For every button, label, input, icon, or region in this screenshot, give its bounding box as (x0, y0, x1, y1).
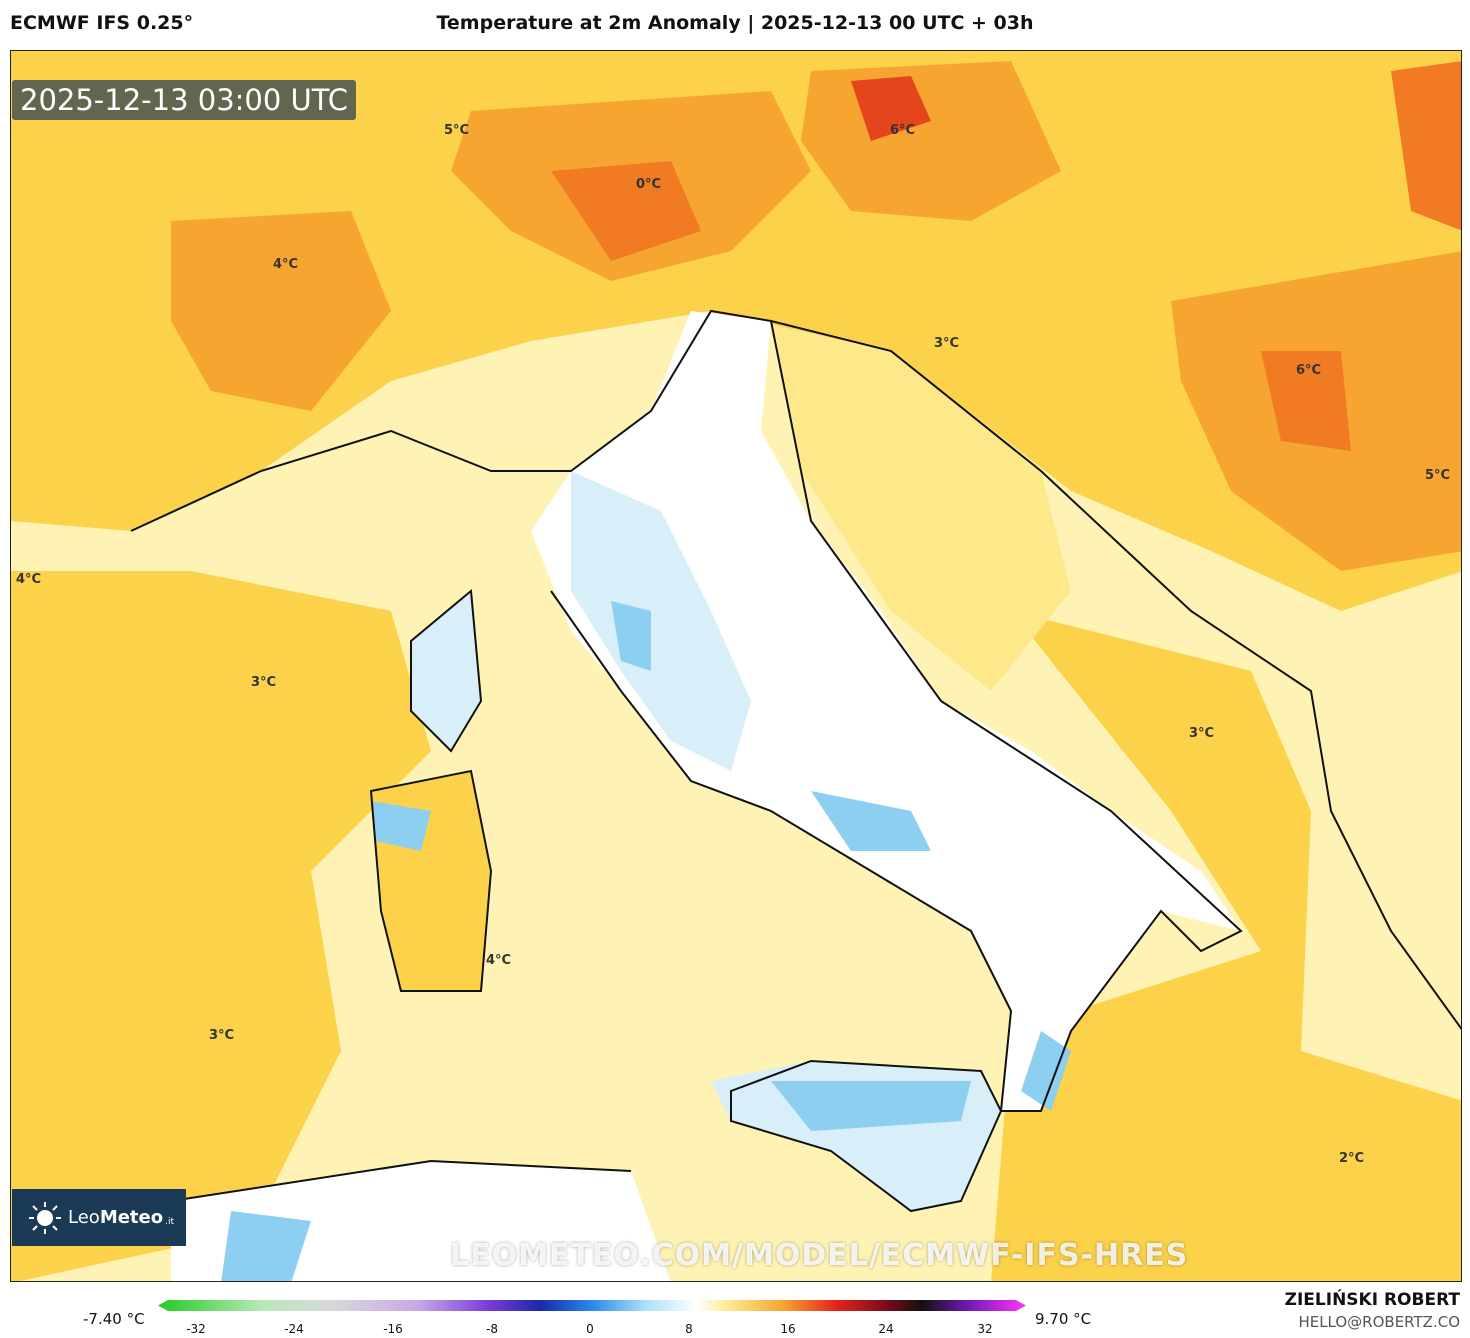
contour-label: 3°C (209, 1028, 235, 1043)
map-area[interactable] (10, 50, 1462, 1282)
contour-label: 4°C (273, 257, 299, 272)
cool-central-italy (571, 471, 751, 771)
logo-text: LeoMeteo (68, 1207, 164, 1228)
author-name: ZIELIŃSKI ROBERT (1284, 1290, 1460, 1310)
warm-core-ne (1391, 61, 1461, 231)
colorbar-max-label: 9.70 °C (1035, 1310, 1092, 1328)
colorbar-tick: -24 (284, 1322, 304, 1336)
hot-core-balkans (1261, 351, 1351, 451)
colorbar-ticks: -32 -24 -16 -8 0 8 16 24 32 (158, 1322, 1026, 1336)
sicily-coast (730, 1059, 1003, 1213)
model-name: ECMWF IFS 0.25° (10, 12, 194, 34)
colorbar-tick: 32 (977, 1322, 993, 1336)
italy-peninsula (531, 311, 1241, 1111)
source-url-watermark: LEOMETEO.COM/MODEL/ECMWF-IFS-HRES (450, 1238, 1189, 1273)
contour-label: 4°C (486, 953, 512, 968)
africa-coast (170, 1159, 632, 1202)
colorbar-tick: 24 (878, 1322, 894, 1336)
colorbar-tick: 0 (586, 1322, 594, 1336)
coastline (130, 309, 1243, 1112)
logo-tld: .it (165, 1216, 175, 1227)
colorbar-min-label: -7.40 °C (83, 1310, 145, 1328)
contour-label: 5°C (444, 123, 470, 138)
warm-core-france (171, 211, 391, 411)
warm-sea-west (11, 571, 431, 1281)
cold-calabria (1021, 1031, 1071, 1111)
adriatic-sea (771, 311, 1071, 691)
corsica (411, 591, 481, 751)
colorbar-tick: -8 (486, 1322, 498, 1336)
colorbar-tick: -32 (186, 1322, 206, 1336)
cold-campania (811, 791, 931, 851)
contour-label: 0°C (636, 177, 662, 192)
contour-label: 3°C (1189, 726, 1215, 741)
contour-label: 4°C (16, 572, 42, 587)
colorbar (158, 1300, 1026, 1311)
land-north (11, 51, 1461, 611)
cold-sardinia (371, 801, 431, 851)
map-title: Temperature at 2m Anomaly | 2025-12-13 0… (436, 12, 1034, 34)
cold-sicily (771, 1081, 971, 1131)
contour-label: 3°C (251, 675, 277, 690)
colorbar-tick: 16 (780, 1322, 796, 1336)
sun-icon (29, 1201, 61, 1234)
corsica-coast (410, 589, 483, 753)
hot-spot (851, 76, 931, 141)
warm-sea-east (991, 611, 1461, 1281)
author-email[interactable]: HELLO@ROBERTZ.CO (1298, 1313, 1460, 1331)
cold-lazio (611, 601, 651, 671)
contour-label: 5°C (1425, 468, 1451, 483)
contour-label: 3°C (934, 336, 960, 351)
hot-core-alps (551, 161, 701, 261)
colorbar-tick: 8 (685, 1322, 693, 1336)
colorbar-tick: -16 (383, 1322, 403, 1336)
east-coast (770, 320, 1461, 1030)
contour-label: 6°C (1296, 363, 1322, 378)
anomaly-map (11, 51, 1461, 1281)
leometeo-logo: LeoMeteo .it (12, 1189, 186, 1246)
cold-tunisia (221, 1211, 311, 1281)
sardinia-coast (369, 769, 493, 992)
valid-time-badge: 2025-12-13 03:00 UTC (12, 80, 357, 120)
contour-label: 6°C (890, 123, 916, 138)
contour-label: 2°C (1339, 1151, 1365, 1166)
